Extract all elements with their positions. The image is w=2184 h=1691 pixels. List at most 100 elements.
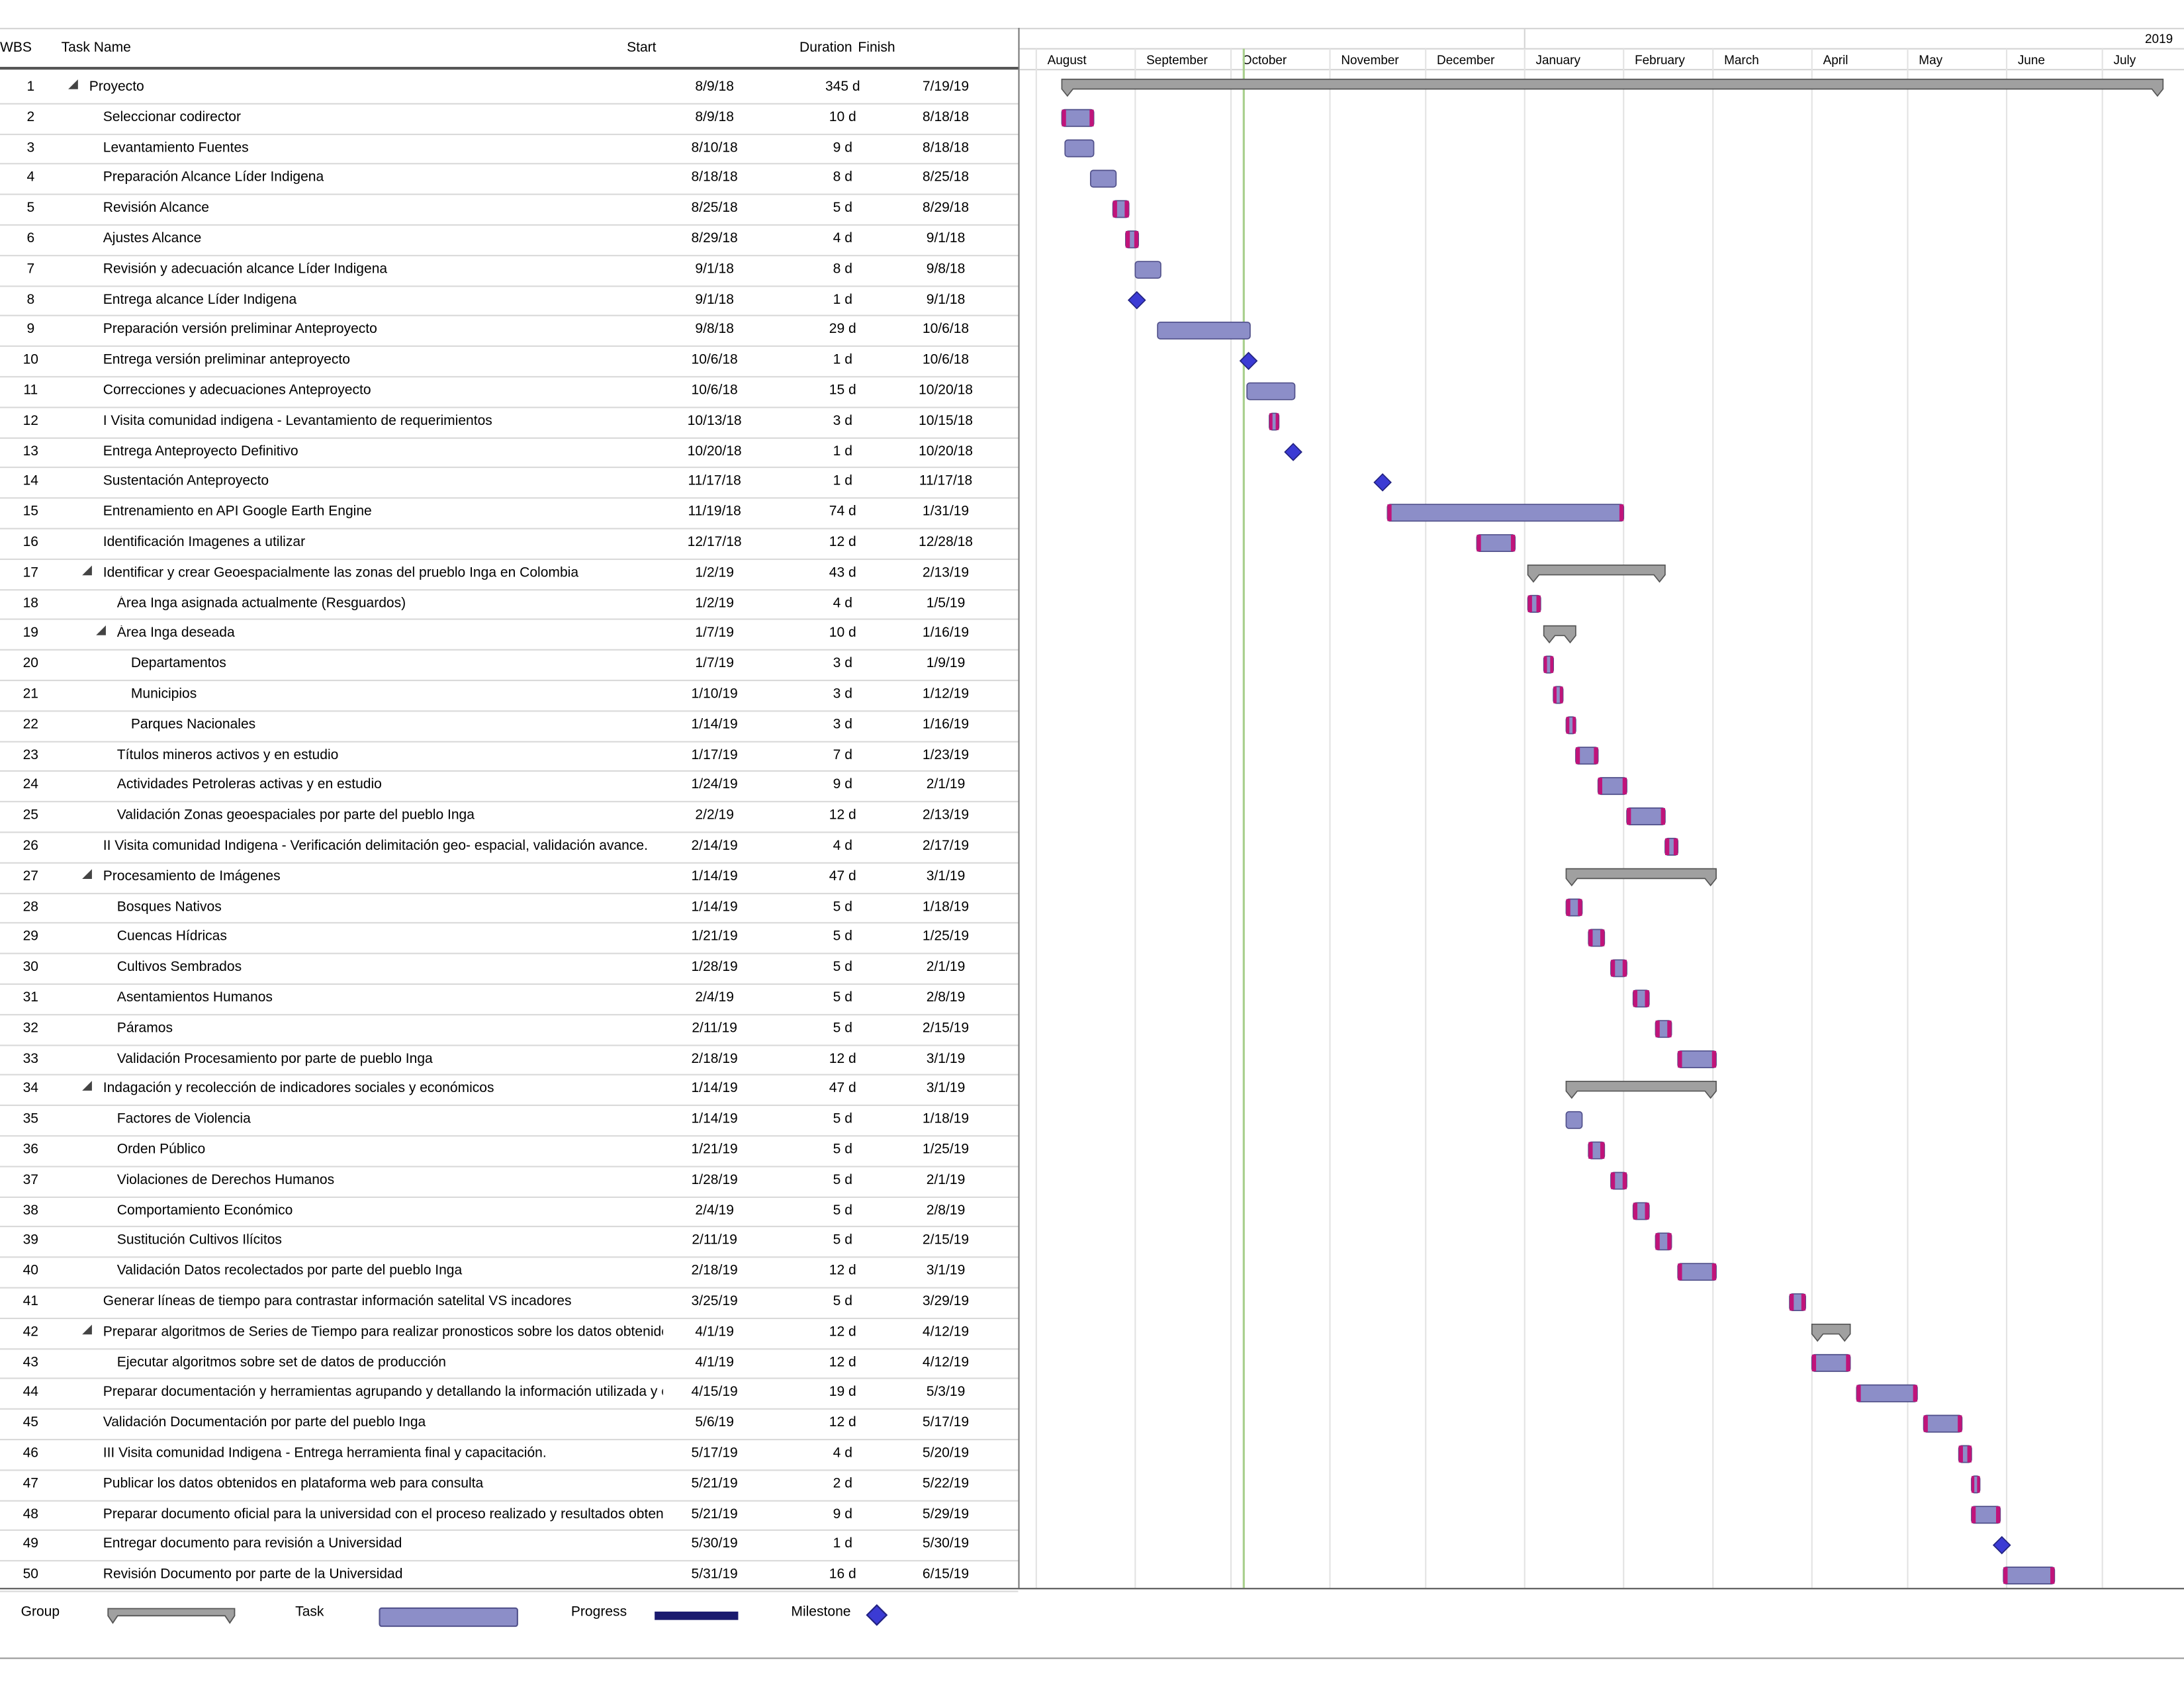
task-row[interactable]: 8 Entrega alcance Líder Indigena 9/1/18 1 d… <box>0 285 1019 317</box>
task-row[interactable]: 40 Validación Datos recolectados por part… <box>0 1257 1019 1289</box>
task-wbs: 42 <box>23 1324 39 1340</box>
task-finish: 1/31/19 <box>922 504 970 520</box>
col-header-task-name[interactable]: Task Name <box>61 40 131 56</box>
task-start: 4/1/19 <box>695 1324 734 1340</box>
task-row[interactable]: 24 Actividades Petroleras activas y en es… <box>0 771 1019 803</box>
task-row[interactable]: 16 Identificación Imagenes a utilizar 12/1… <box>0 528 1019 560</box>
task-start: 8/29/18 <box>691 231 738 247</box>
task-row[interactable]: 43 Ejecutar algoritmos sobre set de datos… <box>0 1348 1019 1380</box>
task-bar-edge <box>1977 1476 1980 1493</box>
task-finish: 10/6/18 <box>922 352 970 369</box>
task-row[interactable]: 18 Área Inga asignada actualmente (Resgua… <box>0 588 1019 621</box>
col-header-finish[interactable]: Finish <box>858 40 895 56</box>
task-row[interactable]: 32 Páramos 2/11/19 5 d 2/15/19 <box>0 1014 1019 1046</box>
task-row[interactable]: 45 Validación Documentación por parte del… <box>0 1408 1019 1441</box>
collapse-triangle-icon[interactable] <box>82 1324 92 1334</box>
task-row[interactable]: 2 Seleccionar codirector 8/9/18 10 d 8/18/18 <box>0 103 1019 135</box>
task-row[interactable]: 44 Preparar documentación y herramientas … <box>0 1378 1019 1410</box>
task-row[interactable]: 13 Entrega Anteproyecto Definitivo 10/20/1… <box>0 437 1019 469</box>
task-row[interactable]: 4 Preparación Alcance Líder Indigena 8/18/… <box>0 163 1019 196</box>
group-bar <box>1543 625 1576 644</box>
task-start: 2/18/19 <box>691 1051 738 1067</box>
task-row[interactable]: 22 Parques Nacionales 1/14/19 3 d 1/16/19 <box>0 710 1019 742</box>
month-label: January <box>1536 54 1581 68</box>
task-bar-edge <box>1619 504 1624 522</box>
task-bar-edge <box>1633 990 1638 1007</box>
legend-task-label: Task <box>295 1604 324 1620</box>
task-row[interactable]: 42 Preparar algoritmos de Series de Tiemp… <box>0 1318 1019 1349</box>
collapse-triangle-icon[interactable] <box>82 1081 92 1091</box>
task-row[interactable]: 11 Correcciones y adecuaciones Anteproyec… <box>0 376 1019 408</box>
task-row[interactable]: 28 Bosques Nativos 1/14/19 5 d 1/18/19 <box>0 892 1019 925</box>
task-start: 1/21/19 <box>691 1142 738 1158</box>
task-row[interactable]: 10 Entrega versión preliminar anteproyect… <box>0 345 1019 378</box>
task-finish: 1/16/19 <box>922 625 970 641</box>
task-row[interactable]: 6 Ajustes Alcance 8/29/18 4 d 9/1/18 <box>0 224 1019 256</box>
task-finish: 1/23/19 <box>922 747 970 763</box>
task-wbs: 50 <box>23 1567 39 1583</box>
task-row[interactable]: 41 Generar líneas de tiempo para contrast… <box>0 1287 1019 1319</box>
task-row[interactable]: 19 Área Inga deseada 1/7/19 10 d 1/16/19 <box>0 619 1019 651</box>
task-row[interactable]: 15 Entrenamiento en API Google Earth Engi… <box>0 498 1019 529</box>
task-name: Comportamiento Económico <box>116 1203 293 1218</box>
task-finish: 4/12/19 <box>922 1324 970 1340</box>
collapse-triangle-icon[interactable] <box>82 868 92 879</box>
task-row[interactable]: 5 Revisión Alcance 8/25/18 5 d 8/29/18 <box>0 194 1019 226</box>
task-row[interactable]: 29 Cuencas Hídricas 1/21/19 5 d 1/25/19 <box>0 923 1019 955</box>
task-wbs: 15 <box>23 504 39 520</box>
task-row[interactable]: 31 Asentamientos Humanos 2/4/19 5 d 2/8/19 <box>0 983 1019 1015</box>
task-row[interactable]: 34 Indagación y recolección de indicadore… <box>0 1074 1019 1107</box>
task-bar <box>1061 109 1095 127</box>
task-name: Indagación y recolección de indicadores … <box>103 1081 494 1097</box>
collapse-triangle-icon[interactable] <box>68 79 78 89</box>
task-row[interactable]: 38 Comportamiento Económico 2/4/19 5 d 2/8/1… <box>0 1196 1019 1228</box>
task-bar-edge <box>1846 1354 1850 1371</box>
pane-splitter[interactable] <box>1018 28 1020 1588</box>
task-wbs: 22 <box>23 717 39 733</box>
collapse-triangle-icon[interactable] <box>96 625 106 636</box>
col-header-start[interactable]: Start <box>627 40 657 56</box>
task-row[interactable]: 20 Departamentos 1/7/19 3 d 1/9/19 <box>0 649 1019 682</box>
col-header-wbs[interactable]: WBS <box>0 40 32 56</box>
task-row[interactable]: 7 Revisión y adecuación alcance Líder Ind… <box>0 255 1019 287</box>
task-row[interactable]: 23 Títulos mineros activos y en estudio 1/… <box>0 741 1019 772</box>
task-finish: 5/3/19 <box>926 1385 966 1400</box>
task-row[interactable]: 49 Entregar documento para revisión a Uni… <box>0 1530 1019 1562</box>
task-row[interactable]: 33 Validación Procesamiento por parte de … <box>0 1044 1019 1076</box>
task-row[interactable]: 17 Identificar y crear Geoespacialmente l… <box>0 559 1019 590</box>
legend-progress-label: Progress <box>570 1604 627 1620</box>
collapse-triangle-icon[interactable] <box>82 565 92 575</box>
task-bar <box>1856 1384 1918 1402</box>
task-row[interactable]: 21 Municipios 1/10/19 3 d 1/12/19 <box>0 680 1019 712</box>
task-row[interactable]: 1 Proyecto 8/9/18 345 d 7/19/19 <box>0 72 1019 105</box>
group-bar <box>1811 1324 1851 1342</box>
task-row[interactable]: 35 Factores de Violencia 1/14/19 5 d 1/18/19 <box>0 1105 1019 1137</box>
task-finish: 8/18/18 <box>922 140 970 156</box>
task-row[interactable]: 48 Preparar documento oficial para la uni… <box>0 1500 1019 1531</box>
task-row[interactable]: 37 Violaciones de Derechos Humanos 1/28/19… <box>0 1165 1019 1198</box>
task-row[interactable]: 12 I Visita comunidad indigena - Levantam… <box>0 406 1019 439</box>
header-divider <box>0 67 1019 70</box>
task-row[interactable]: 39 Sustitución Cultivos Ilícitos 2/11/19 5 … <box>0 1226 1019 1258</box>
task-row[interactable]: 50 Revisión Documento por parte de la Uni… <box>0 1561 1019 1592</box>
task-bar-edge <box>1477 534 1481 552</box>
legend-progress-bar <box>655 1612 739 1620</box>
task-row[interactable]: 3 Levantamiento Fuentes 8/10/18 9 d 8/18/18 <box>0 133 1019 165</box>
task-row[interactable]: 46 III Visita comunidad Indigena - Entreg… <box>0 1439 1019 1471</box>
task-row[interactable]: 14 Sustentación Anteproyecto 11/17/18 1 d 11… <box>0 467 1019 499</box>
task-row[interactable]: 36 Orden Público 1/21/19 5 d 1/25/19 <box>0 1135 1019 1167</box>
task-bar <box>1597 777 1627 796</box>
task-row[interactable]: 30 Cultivos Sembrados 1/28/19 5 d 2/1/19 <box>0 953 1019 985</box>
col-header-duration[interactable]: Duration <box>799 40 852 56</box>
task-row[interactable]: 47 Publicar los datos obtenidos en plataf… <box>0 1469 1019 1501</box>
task-start: 10/13/18 <box>687 413 742 429</box>
task-row[interactable]: 27 Procesamiento de Imágenes 1/14/19 47 d 3/… <box>0 862 1019 894</box>
task-row[interactable]: 26 II Visita comunidad Indigena - Verific… <box>0 831 1019 864</box>
task-name: Ajustes Alcance <box>103 231 202 247</box>
task-bar-edge <box>1645 990 1649 1007</box>
task-wbs: 40 <box>23 1263 39 1279</box>
task-name: II Visita comunidad Indigena - Verificac… <box>103 838 648 854</box>
milestone-marker <box>1239 351 1258 371</box>
task-row[interactable]: 25 Validación Zonas geoespaciales por par… <box>0 801 1019 833</box>
task-row[interactable]: 9 Preparación versión preliminar Anteproy… <box>0 315 1019 347</box>
